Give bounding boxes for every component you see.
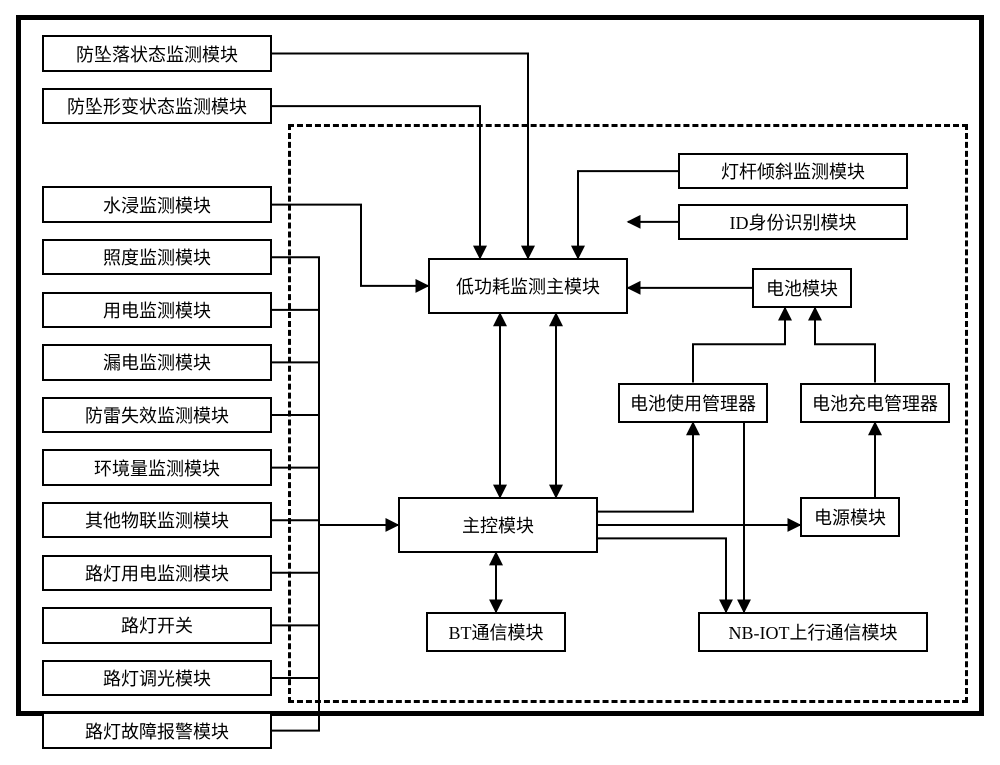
box-other_iot: 其他物联监测模块 xyxy=(42,502,272,538)
box-label: 路灯用电监测模块 xyxy=(85,560,229,586)
box-label: 灯杆倾斜监测模块 xyxy=(721,158,865,184)
box-label: 环境量监测模块 xyxy=(94,455,220,481)
box-label: 低功耗监测主模块 xyxy=(456,273,600,299)
box-label: NB-IOT上行通信模块 xyxy=(729,619,898,645)
box-label: 其他物联监测模块 xyxy=(85,507,229,533)
box-low_power: 低功耗监测主模块 xyxy=(428,258,628,313)
box-lamp_power: 路灯用电监测模块 xyxy=(42,555,272,591)
box-label: 路灯开关 xyxy=(121,612,193,638)
box-label: 防坠落状态监测模块 xyxy=(76,41,238,67)
box-lamp_dim: 路灯调光模块 xyxy=(42,660,272,696)
box-leak: 漏电监测模块 xyxy=(42,344,272,380)
box-batt_charge: 电池充电管理器 xyxy=(800,383,950,423)
box-main_ctrl: 主控模块 xyxy=(398,497,598,552)
box-illum: 照度监测模块 xyxy=(42,239,272,275)
box-power_mod: 电源模块 xyxy=(800,497,900,537)
box-batt_use: 电池使用管理器 xyxy=(618,383,768,423)
box-battery: 电池模块 xyxy=(752,268,852,308)
box-label: 电池使用管理器 xyxy=(630,390,756,416)
box-label: BT通信模块 xyxy=(448,619,543,645)
box-fall_state: 防坠落状态监测模块 xyxy=(42,35,272,71)
box-tilt: 灯杆倾斜监测模块 xyxy=(678,153,908,189)
box-lamp_fault: 路灯故障报警模块 xyxy=(42,712,272,748)
box-label: 路灯故障报警模块 xyxy=(85,718,229,744)
box-lightning: 防雷失效监测模块 xyxy=(42,397,272,433)
box-id: ID身份识别模块 xyxy=(678,204,908,240)
box-fall_deform: 防坠形变状态监测模块 xyxy=(42,88,272,124)
box-label: 照度监测模块 xyxy=(103,244,211,270)
box-power_use: 用电监测模块 xyxy=(42,292,272,328)
diagram-canvas: 防坠落状态监测模块防坠形变状态监测模块水浸监测模块照度监测模块用电监测模块漏电监… xyxy=(0,0,1000,765)
box-bt: BT通信模块 xyxy=(426,612,566,652)
box-lamp_switch: 路灯开关 xyxy=(42,607,272,643)
box-nbiot: NB-IOT上行通信模块 xyxy=(698,612,928,652)
box-label: 电池模块 xyxy=(766,275,838,301)
box-label: ID身份识别模块 xyxy=(730,209,857,235)
box-env: 环境量监测模块 xyxy=(42,449,272,485)
box-label: 电池充电管理器 xyxy=(812,390,938,416)
box-label: 防雷失效监测模块 xyxy=(85,402,229,428)
box-label: 路灯调光模块 xyxy=(103,665,211,691)
box-label: 水浸监测模块 xyxy=(103,192,211,218)
box-water: 水浸监测模块 xyxy=(42,186,272,222)
box-label: 主控模块 xyxy=(462,512,534,538)
box-label: 电源模块 xyxy=(814,504,886,530)
box-label: 防坠形变状态监测模块 xyxy=(67,93,247,119)
box-label: 漏电监测模块 xyxy=(103,349,211,375)
box-label: 用电监测模块 xyxy=(103,297,211,323)
